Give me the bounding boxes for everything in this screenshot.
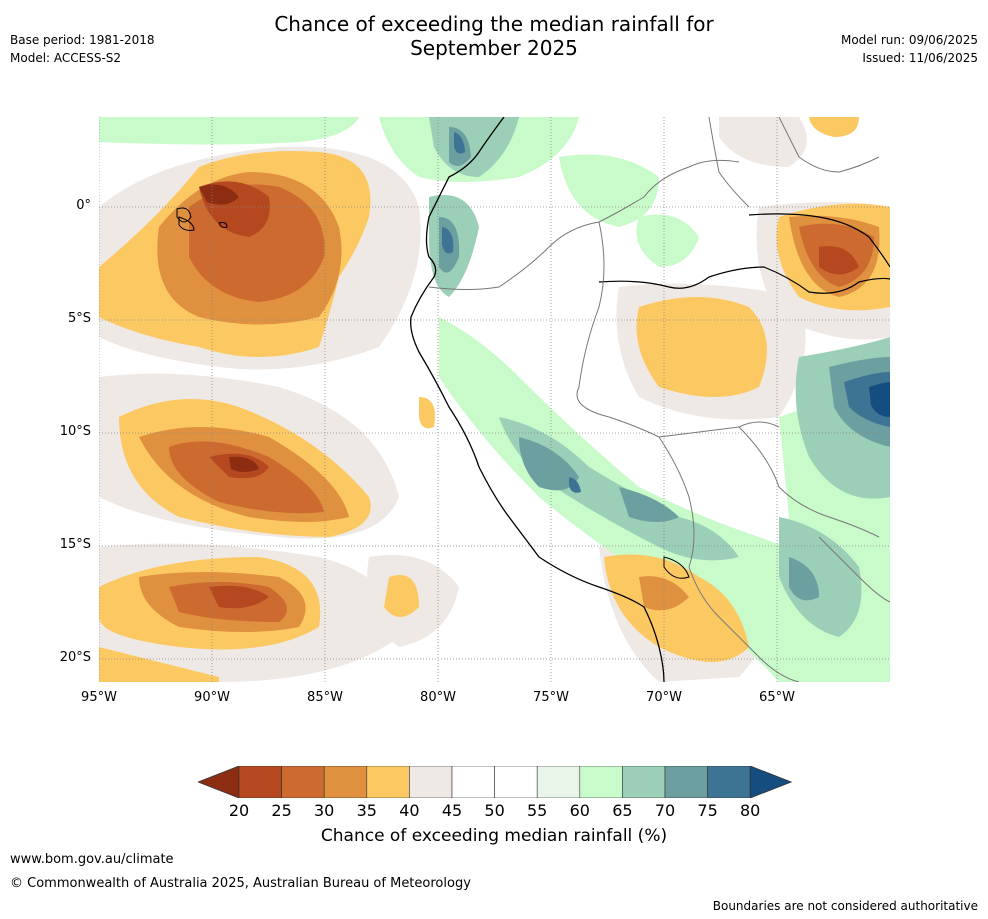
country-borders	[428, 117, 890, 682]
lon-label-85w: 85°W	[307, 690, 343, 705]
coastline	[410, 117, 665, 682]
model-name: Model: ACCESS-S2	[10, 51, 122, 65]
colorbar-tick-label: 35	[356, 801, 377, 820]
colorbar-tick-label: 60	[569, 801, 590, 820]
colorbar-cell	[366, 766, 410, 798]
colorbar-tick-label: 80	[740, 801, 761, 820]
copyright-notice: © Commonwealth of Australia 2025, Austra…	[10, 876, 471, 891]
lat-label-10s: 10°S	[59, 424, 91, 439]
colorbar-label: Chance of exceeding median rainfall (%)	[320, 826, 668, 846]
graticule	[99, 117, 890, 682]
title-line-1: Chance of exceeding the median rainfall …	[274, 12, 714, 36]
lat-label-15s: 15°S	[59, 537, 91, 552]
colorbar-extension-high	[749, 766, 792, 798]
model-info: Base period: 1981-2018 Model: ACCESS-S2	[10, 31, 155, 67]
lon-label-75w: 75°W	[533, 690, 569, 705]
colorbar-tick-label: 50	[484, 801, 505, 820]
colorbar-tick-label: 20	[228, 801, 250, 820]
rainfall-map	[99, 117, 890, 682]
rainfall-map-canvas	[99, 117, 890, 682]
colorbar-cell	[451, 766, 495, 798]
lat-label-5s: 5°S	[67, 311, 91, 326]
colorbar-cell	[536, 766, 581, 798]
colorbar-extension-low	[198, 766, 240, 798]
band-80-plus	[869, 382, 890, 417]
colorbar-cell	[281, 766, 325, 798]
colorbar-tick-label: 70	[654, 801, 676, 820]
lat-label-20s: 20°S	[59, 650, 91, 665]
model-run-date: Model run: 09/06/2025	[840, 33, 978, 47]
colorbar-tick-label: 55	[527, 801, 548, 820]
issued-date: Issued: 11/06/2025	[862, 51, 978, 65]
north-coast	[748, 213, 890, 268]
lon-label-95w: 95°W	[81, 690, 117, 705]
lon-label-80w: 80°W	[420, 690, 456, 705]
colorbar-tick-label: 40	[399, 801, 420, 820]
lon-label-65w: 65°W	[759, 690, 795, 705]
colorbar-cell	[323, 766, 368, 798]
colorbar-cell	[579, 766, 623, 798]
run-info: Model run: 09/06/2025 Issued: 11/06/2025	[841, 31, 978, 67]
colorbar	[198, 766, 792, 798]
colorbar-cell	[409, 766, 453, 798]
base-period: Base period: 1981-2018	[10, 33, 155, 47]
colorbar-cell	[494, 766, 538, 798]
band-below-20	[199, 184, 259, 472]
colorbar-tick-label: 25	[271, 801, 292, 820]
title-line-2: September 2025	[410, 36, 578, 60]
colorbar-tick-label: 75	[697, 801, 718, 820]
colorbar-cell	[238, 766, 282, 798]
colorbar-cell	[707, 766, 751, 798]
lon-label-70w: 70°W	[646, 690, 682, 705]
colorbar-cell	[664, 766, 708, 798]
lake-titicaca	[663, 556, 690, 579]
colorbar-tick-label: 65	[612, 801, 633, 820]
boundaries-disclaimer: Boundaries are not considered authoritat…	[712, 899, 978, 913]
map-title: Chance of exceeding the median rainfall …	[0, 12, 988, 60]
colorbar-tick-label: 45	[441, 801, 463, 820]
source-url: www.bom.gov.au/climate	[10, 852, 174, 867]
lon-label-90w: 90°W	[194, 690, 230, 705]
amazon-river	[598, 266, 890, 294]
lat-label-0: 0°	[76, 198, 91, 213]
colorbar-tick-label: 30	[314, 801, 335, 820]
colorbar-cell	[622, 766, 666, 798]
galapagos-islands	[176, 207, 228, 231]
